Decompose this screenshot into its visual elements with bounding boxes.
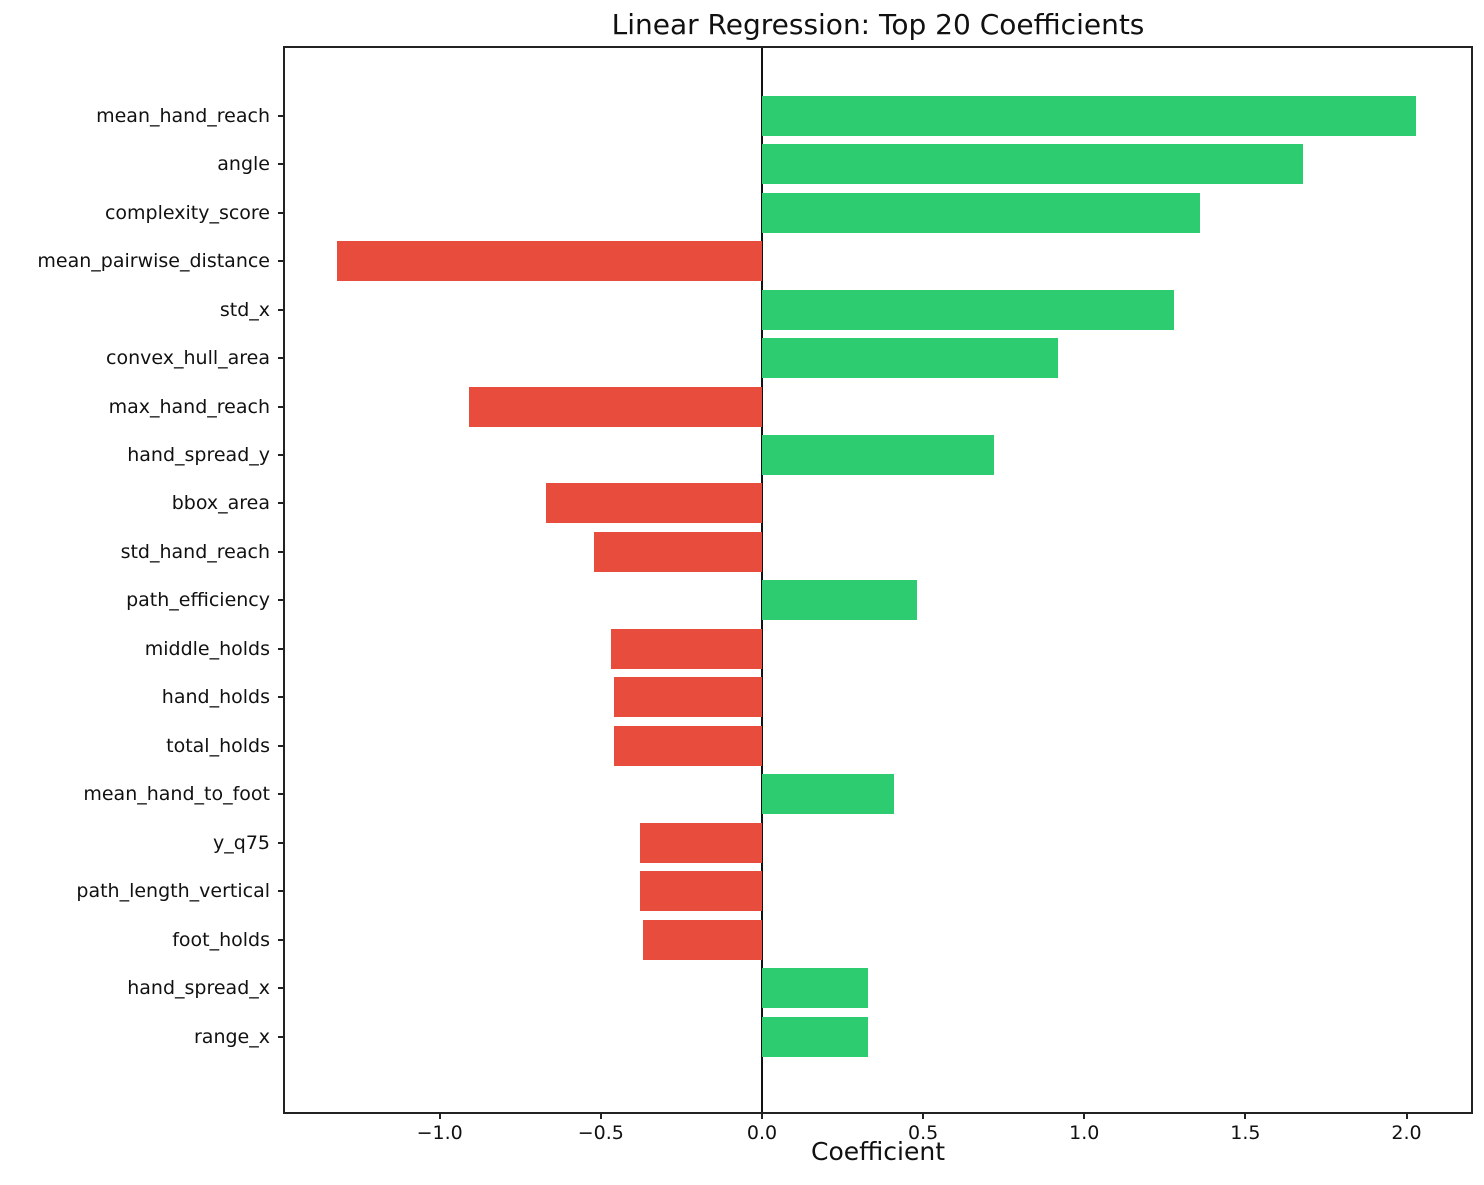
- y-tick: [278, 502, 285, 505]
- bar-range_x: [761, 1016, 869, 1057]
- bar-hand_spread_y: [761, 435, 994, 476]
- x-tick-label: 1.5: [1230, 1122, 1261, 1144]
- x-tick-label: 1.0: [1069, 1122, 1100, 1144]
- y-tick: [278, 599, 285, 602]
- bar-path_efficiency: [761, 580, 917, 621]
- x-tick-label: 2.0: [1391, 1122, 1422, 1144]
- bar-std_hand_reach: [594, 531, 762, 572]
- y-tick-label-middle_holds: middle_holds: [144, 637, 270, 660]
- x-axis-label: Coefficient: [810, 1137, 946, 1166]
- y-tick-label-complexity_score: complexity_score: [104, 201, 270, 224]
- y-tick: [278, 841, 285, 844]
- bar-angle: [761, 144, 1304, 185]
- bar-std_x: [761, 289, 1175, 330]
- y-tick: [278, 938, 285, 941]
- bar-total_holds: [613, 725, 762, 766]
- bar-hand_holds: [613, 677, 762, 718]
- y-tick: [278, 890, 285, 893]
- y-tick-label-bbox_area: bbox_area: [171, 492, 270, 515]
- y-tick: [278, 696, 285, 699]
- zero-axis-line: [760, 48, 763, 1112]
- y-tick: [278, 211, 285, 214]
- y-tick: [278, 308, 285, 311]
- y-tick-label-max_hand_reach: max_hand_reach: [108, 395, 270, 418]
- y-tick-label-total_holds: total_holds: [166, 734, 270, 757]
- y-tick-label-mean_hand_reach: mean_hand_reach: [96, 104, 270, 127]
- bar-max_hand_reach: [468, 386, 762, 427]
- x-tick: [599, 1112, 602, 1119]
- x-tick: [1405, 1112, 1408, 1119]
- x-tick: [1244, 1112, 1247, 1119]
- y-tick: [278, 114, 285, 117]
- x-tick: [438, 1112, 441, 1119]
- y-tick-label-hand_holds: hand_holds: [161, 686, 270, 709]
- y-tick-label-std_hand_reach: std_hand_reach: [120, 540, 270, 563]
- y-tick-label-path_length_vertical: path_length_vertical: [76, 880, 270, 903]
- bar-mean_pairwise_distance: [336, 241, 762, 282]
- bar-path_length_vertical: [639, 871, 762, 912]
- y-tick-label-mean_hand_to_foot: mean_hand_to_foot: [83, 783, 270, 806]
- bar-y_q75: [639, 822, 762, 863]
- y-tick-label-std_x: std_x: [219, 298, 270, 321]
- bar-mean_hand_reach: [761, 95, 1417, 136]
- chart-title: Linear Regression: Top 20 Coefficients: [611, 8, 1145, 41]
- y-tick: [278, 793, 285, 796]
- y-tick: [278, 454, 285, 457]
- bar-bbox_area: [546, 483, 762, 524]
- y-tick: [278, 744, 285, 747]
- x-tick: [1083, 1112, 1086, 1119]
- y-tick-label-foot_holds: foot_holds: [172, 928, 270, 951]
- y-tick: [278, 357, 285, 360]
- bar-mean_hand_to_foot: [761, 774, 895, 815]
- y-tick: [278, 1035, 285, 1038]
- y-tick-label-hand_spread_y: hand_spread_y: [127, 444, 270, 467]
- y-tick-label-range_x: range_x: [194, 1025, 270, 1048]
- y-tick: [278, 550, 285, 553]
- y-tick-label-hand_spread_x: hand_spread_x: [127, 977, 270, 1000]
- plot-area: [283, 46, 1473, 1114]
- bar-foot_holds: [642, 919, 762, 960]
- y-tick: [278, 647, 285, 650]
- y-tick: [278, 405, 285, 408]
- y-tick-label-mean_pairwise_distance: mean_pairwise_distance: [37, 250, 270, 273]
- x-tick-label: −1.0: [416, 1122, 463, 1144]
- y-tick: [278, 260, 285, 263]
- x-tick-label: 0.0: [746, 1122, 778, 1144]
- x-tick: [922, 1112, 925, 1119]
- y-tick-label-angle: angle: [217, 153, 270, 176]
- y-tick-label-convex_hull_area: convex_hull_area: [106, 347, 270, 370]
- x-tick-label: −0.5: [577, 1122, 624, 1144]
- bar-convex_hull_area: [761, 338, 1059, 379]
- bar-hand_spread_x: [761, 968, 869, 1009]
- x-tick: [760, 1112, 763, 1119]
- y-tick-label-y_q75: y_q75: [213, 831, 270, 854]
- x-tick-label: 0.5: [908, 1122, 939, 1144]
- bar-middle_holds: [610, 628, 762, 669]
- y-tick-label-path_efficiency: path_efficiency: [126, 589, 270, 612]
- y-tick: [278, 987, 285, 990]
- y-tick: [278, 163, 285, 166]
- bar-complexity_score: [761, 192, 1201, 233]
